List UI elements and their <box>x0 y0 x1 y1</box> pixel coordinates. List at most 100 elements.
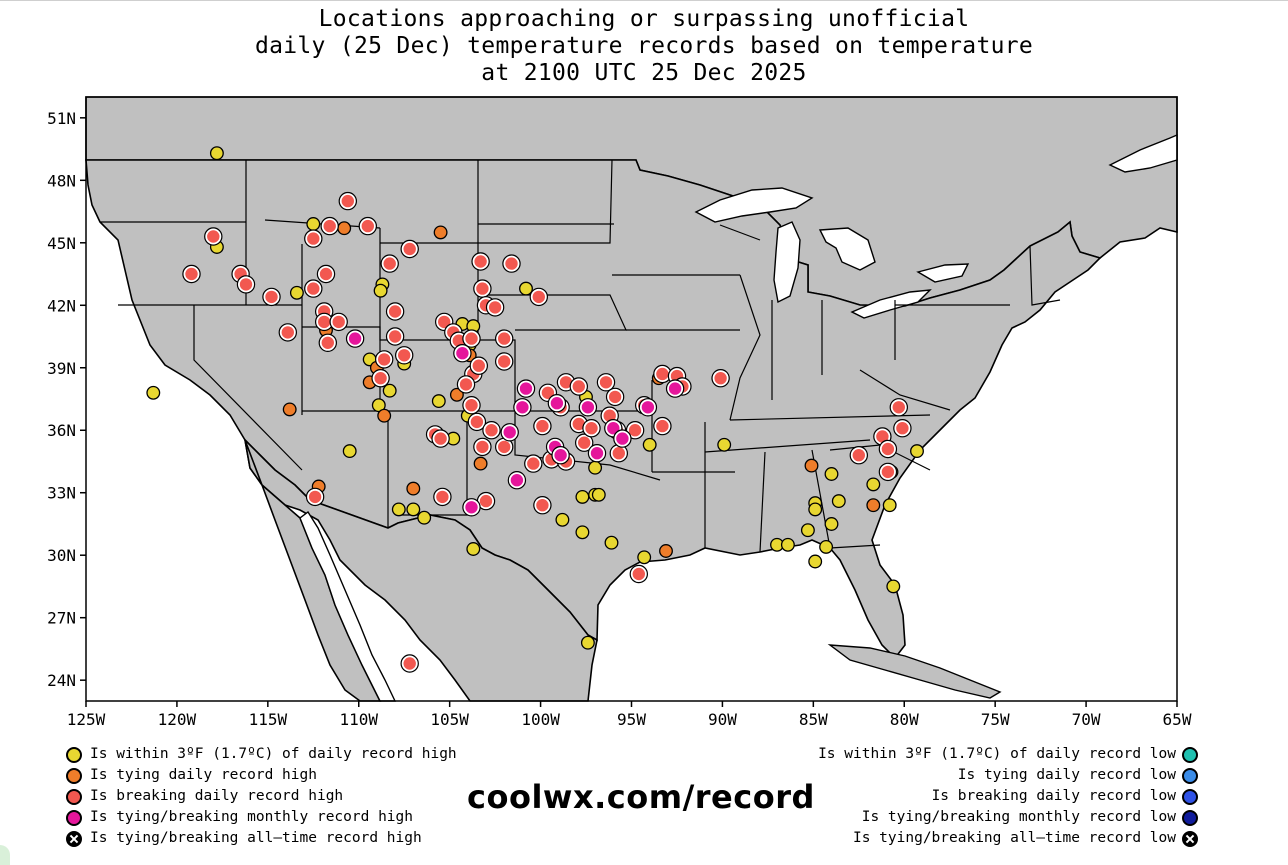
lake-huron <box>818 227 876 271</box>
station-marker-break-high <box>305 280 322 297</box>
station-marker-break-high <box>305 230 322 247</box>
monthly-high-symbol <box>66 809 82 826</box>
station-marker-near-high <box>866 477 881 492</box>
station-marker-outline <box>582 419 601 438</box>
station-marker-break-high <box>486 299 504 316</box>
legend-item-break-high: Is breaking daily record high <box>66 786 457 807</box>
station-marker-outline <box>596 373 616 392</box>
station-marker-outline <box>469 356 488 375</box>
legend-label: Is within 3ºF (1.7ºC) of daily record lo… <box>818 746 1176 762</box>
break-low-symbol <box>1182 788 1198 805</box>
lat-tick-label: 48N <box>47 171 76 190</box>
station-marker-break-high <box>401 655 418 672</box>
station-marker-monthly-high <box>639 399 657 416</box>
border-ca-nv <box>193 305 303 471</box>
border-tn-south <box>704 439 871 453</box>
map-title: Locations approaching or surpassing unof… <box>0 6 1288 87</box>
station-marker-break-high <box>597 374 615 391</box>
station-marker-break-high <box>483 422 500 439</box>
station-marker-near-high <box>824 467 839 481</box>
station-marker-monthly-high <box>346 330 364 347</box>
station-marker-break-high <box>496 438 513 456</box>
station-marker-monthly-high <box>614 430 631 447</box>
station-marker-monthly-high <box>552 447 569 464</box>
lat-tick-label: 24N <box>47 671 76 690</box>
lat-tick-label: 51N <box>47 109 76 128</box>
station-marker-break-high <box>583 420 600 437</box>
station-marker-outline <box>889 398 909 417</box>
station-marker-near-high <box>575 525 590 540</box>
alltime-low-icon <box>1182 830 1198 847</box>
station-marker-monthly-high <box>463 499 480 516</box>
station-marker-break-high <box>468 413 486 431</box>
station-marker-outline <box>849 446 869 465</box>
station-marker-outline <box>345 329 365 348</box>
station-marker-monthly-high <box>501 424 518 441</box>
legend-item-monthly-high: Is tying/breaking monthly record high <box>66 807 457 828</box>
station-marker-outline <box>547 394 567 413</box>
break-high-symbol <box>66 788 82 805</box>
station-marker-outline <box>613 429 632 448</box>
station-marker-monthly-high <box>666 380 684 397</box>
station-marker-outline <box>878 462 898 482</box>
station-marker-outline <box>625 421 645 440</box>
lat-tick-label: 30N <box>47 546 76 565</box>
station-marker-outline <box>569 377 589 396</box>
station-marker-near-high <box>808 554 823 569</box>
legend-high: Is within 3ºF (1.7ºC) of daily record hi… <box>66 744 457 849</box>
station-marker-break-high <box>386 328 404 345</box>
station-marker-tie-high <box>282 402 297 417</box>
border-mi-wi <box>719 224 761 241</box>
station-marker-break-high <box>330 313 347 331</box>
station-marker-near-high <box>146 385 161 400</box>
station-marker-outline <box>587 444 607 463</box>
station-marker-break-high <box>610 445 627 462</box>
station-marker-near-high <box>637 550 652 565</box>
station-marker-break-high <box>237 276 255 293</box>
lon-tick-label: 70W <box>1072 710 1101 729</box>
lon-tick-label: 110W <box>339 710 378 729</box>
legend-item-near-high: Is within 3ºF (1.7ºC) of daily record hi… <box>66 744 457 765</box>
station-marker-break-high <box>894 420 911 437</box>
lat-tick-label: 27N <box>47 609 76 628</box>
station-marker-outline <box>204 227 223 246</box>
station-marker-break-high <box>381 255 398 272</box>
lat-tick-label: 36N <box>47 421 76 440</box>
station-marker-outline <box>304 279 323 298</box>
station-marker-tie-high <box>804 458 819 473</box>
station-marker-break-high <box>630 565 647 583</box>
alltime-high-icon <box>66 830 82 847</box>
title-line-1: Locations approaching or surpassing unof… <box>318 6 970 32</box>
legend-item-alltime-low: Is tying/breaking all–time record low <box>818 828 1198 849</box>
station-marker-outline <box>338 191 357 211</box>
legend-item-alltime-high: Is tying/breaking all–time record high <box>66 828 457 849</box>
station-marker-monthly-high <box>517 380 535 397</box>
station-marker-near-high <box>575 489 590 504</box>
station-marker-break-high <box>570 378 587 395</box>
axis-ticks: 51N 48N 45N 42N 39N 36N 33N 30N 27N 24N 125W 120W 11… <box>47 109 1192 729</box>
station-marker-break-high <box>319 334 336 351</box>
station-marker-outline <box>495 352 514 371</box>
station-marker-break-high <box>401 240 418 258</box>
lake-ontario <box>916 263 970 283</box>
station-marker-near-high <box>373 283 388 298</box>
station-marker-break-high <box>890 399 907 416</box>
station-marker-break-high <box>321 217 338 235</box>
station-marker-break-high <box>474 280 491 297</box>
station-marker-outline <box>262 287 281 307</box>
station-marker-monthly-high <box>454 345 471 362</box>
border-ga-fl <box>829 544 881 549</box>
station-marker-near-high <box>882 498 897 513</box>
station-marker-break-high <box>183 265 200 283</box>
legend-item-tie-high: Is tying daily record high <box>66 765 457 786</box>
station-marker-outline <box>395 346 414 365</box>
station-marker-outline <box>533 416 552 436</box>
station-marker-tie-high <box>337 221 352 236</box>
station-marker-near-high <box>519 281 533 296</box>
station-marker-break-high <box>496 353 513 370</box>
border-new-england <box>1029 245 1061 306</box>
lat-tick-label: 33N <box>47 484 76 503</box>
station-marker-break-high <box>474 438 491 456</box>
station-marker-outline <box>653 416 672 436</box>
